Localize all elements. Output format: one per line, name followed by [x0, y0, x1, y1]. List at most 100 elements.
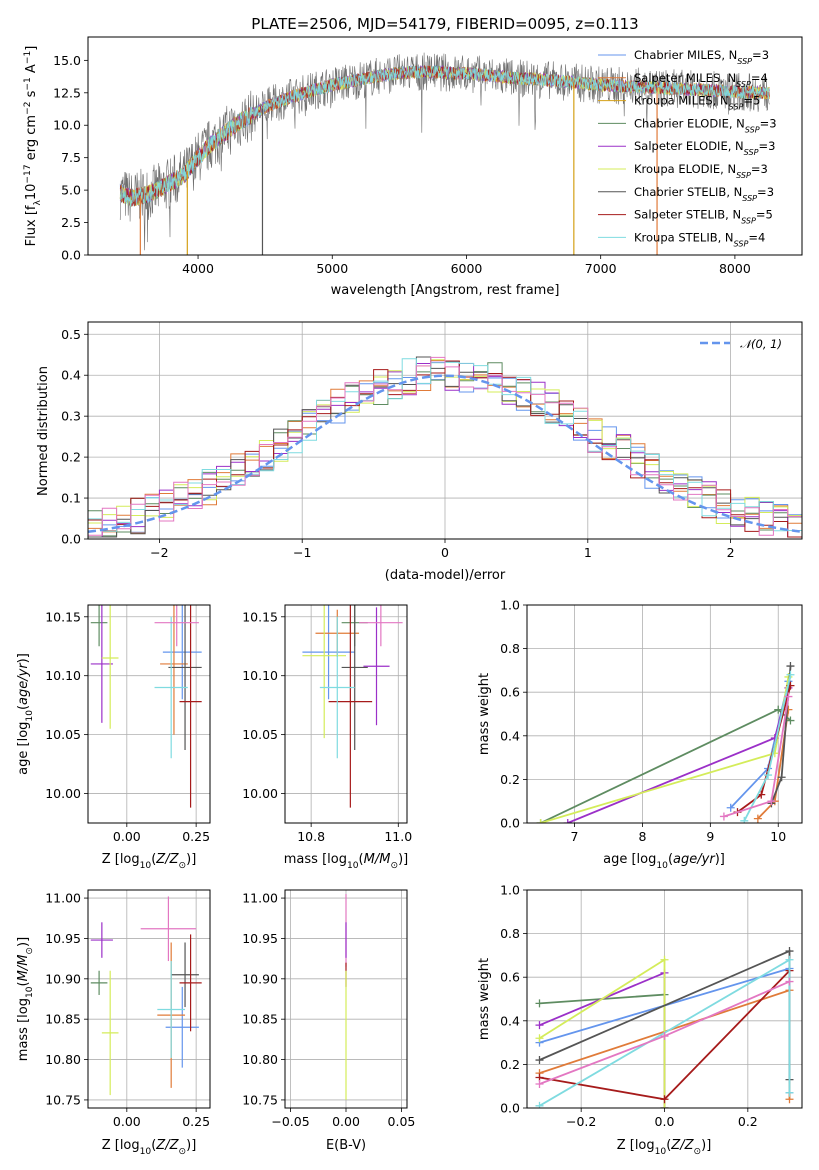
legend-label: Chabrier ELODIE, NSSP=3	[634, 116, 777, 133]
x-tick-label: 7000	[585, 261, 617, 276]
y-tick-label: 0.6	[500, 685, 520, 700]
weight-marker	[563, 819, 572, 823]
y-tick-label: 0.4	[61, 368, 81, 383]
legend-label: Chabrier MILES, NSSP=3	[634, 48, 769, 66]
normal-curve	[88, 374, 802, 534]
x-axis-label: Z [log10(Z/Z⊙)]	[617, 1138, 712, 1157]
x-tick-label: 1	[584, 545, 592, 560]
weight-marker	[786, 670, 795, 679]
y-tick-label: 10.85	[242, 1012, 278, 1027]
y-tick-label: 10.00	[45, 786, 81, 801]
weight-marker	[660, 1032, 669, 1041]
y-tick-label: 0.8	[500, 926, 520, 941]
weight-marker	[719, 812, 728, 821]
y-tick-label: 0.2	[61, 450, 81, 465]
x-tick-label: 0.25	[182, 829, 210, 844]
x-tick-label: 11.0	[384, 829, 412, 844]
x-tick-label: −1	[293, 545, 311, 560]
x-tick-label: 8000	[719, 261, 751, 276]
axes-frame	[87, 36, 803, 256]
y-tick-label: 10.05	[45, 727, 81, 742]
residual-histogram-panel: −2 −1 0 1 2 0.0 0.1 0.2 0.3 0.4 0.5 𝒩(0, 1) (data-mo…	[36, 321, 803, 583]
legend-label: 𝒩(0, 1)	[740, 337, 782, 351]
weight-marker	[785, 977, 794, 986]
x-tick-label: 0.0	[655, 1114, 675, 1129]
y-tick-label: 0.0	[61, 248, 81, 263]
weight-marker	[535, 1021, 544, 1030]
y-tick-label: 0.0	[61, 532, 81, 547]
age-vs-metallicity-panel: 0.00 0.25 10.00 10.05 10.10 10.15 Z [log10(Z/Z…	[16, 604, 211, 871]
weight-line	[540, 708, 792, 823]
plot-area	[90, 896, 202, 1096]
y-tick-label: 10.05	[242, 727, 278, 742]
x-tick-label: 4000	[182, 261, 214, 276]
legend-label: Kroupa ELODIE, NSSP=3	[634, 162, 768, 180]
weight-marker	[767, 797, 776, 806]
weight-marker	[660, 955, 669, 964]
mass-vs-metallicity-panel: 0.00 0.25 10.75 10.80 10.85 10.90 10.95 11.00 Z …	[16, 889, 211, 1157]
x-tick-label: 0.25	[182, 1114, 210, 1129]
plot-area	[90, 605, 202, 808]
y-tick-label: 10.95	[45, 931, 81, 946]
y-tick-label: 0.3	[61, 409, 81, 424]
x-axis-label: Z [log10(Z/Z⊙)]	[102, 1138, 197, 1157]
x-tick-label: 7	[571, 829, 579, 844]
y-tick-label: 5.0	[61, 183, 81, 198]
y-tick-label: 10.15	[45, 609, 81, 624]
weight-marker	[726, 803, 735, 812]
weight-line	[567, 687, 790, 823]
x-tick-label: 6000	[451, 261, 483, 276]
weight-marker	[753, 814, 762, 823]
x-tick-label: 0.2	[738, 1114, 758, 1129]
y-tick-label: 10.75	[242, 1092, 278, 1107]
y-tick-label: 0.0	[500, 816, 520, 831]
weight-marker	[785, 955, 794, 964]
y-tick-label: 0.4	[500, 1013, 520, 1028]
y-tick-label: 1.0	[500, 598, 520, 613]
y-axis-label: age [log10(age/yr)]	[16, 653, 35, 775]
y-tick-label: 10.10	[45, 668, 81, 683]
x-tick-label: 9	[706, 829, 714, 844]
x-tick-label: 0.05	[388, 1114, 416, 1129]
y-tick-label: 2.5	[61, 215, 81, 230]
y-tick-label: 10.95	[242, 931, 278, 946]
y-tick-label: 15.0	[53, 53, 81, 68]
y-tick-label: 0.0	[500, 1101, 520, 1116]
y-tick-label: 11.00	[242, 891, 278, 906]
x-tick-label: 0.00	[332, 1114, 360, 1129]
y-tick-label: 10.90	[242, 971, 278, 986]
x-tick-label: −0.05	[271, 1114, 309, 1129]
x-axis-label: mass [log10(M/M⊙)]	[284, 852, 408, 871]
y-tick-label: 10.80	[45, 1052, 81, 1067]
y-tick-label: 11.00	[45, 891, 81, 906]
x-axis-label: wavelength [Angstrom, rest frame]	[331, 283, 560, 298]
weight-marker	[786, 716, 795, 725]
weight-marker	[535, 1056, 544, 1065]
weight-marker	[660, 1104, 669, 1108]
weight-marker	[535, 1101, 544, 1108]
x-axis-label: (data-model)/error	[385, 568, 506, 583]
legend-label: Kroupa STELIB, NSSP=4	[634, 230, 765, 248]
y-tick-label: 0.5	[61, 327, 81, 342]
x-tick-label: −2	[150, 545, 168, 560]
plot-area	[119, 52, 770, 255]
y-axis-label: mass weight	[477, 958, 492, 1040]
y-tick-label: 7.5	[61, 150, 81, 165]
y-tick-label: 10.10	[242, 668, 278, 683]
axes-frame	[284, 604, 408, 824]
weight-marker	[740, 816, 749, 823]
plot-area	[535, 947, 794, 1108]
histogram-step	[88, 356, 802, 536]
y-tick-label: 10.80	[242, 1052, 278, 1067]
age-vs-mass-panel: 10.8 11.0 10.00 10.05 10.10 10.15 mass [log10(…	[242, 604, 412, 871]
plot-area	[88, 356, 802, 538]
mass-vs-extinction-panel: −0.05 0.00 0.05 10.75 10.80 10.85 10.90 10.95 11…	[242, 889, 416, 1153]
axes-frame	[526, 604, 803, 824]
y-tick-label: 0.2	[500, 1057, 520, 1072]
y-tick-label: 0.8	[500, 641, 520, 656]
weight-vs-metallicity-panel: −0.2 0.0 0.2 0.0 0.2 0.4 0.6 0.8 1.0 Z [log10(Z/Z…	[477, 883, 803, 1157]
x-tick-label: 10.8	[297, 829, 325, 844]
x-tick-label: 10	[770, 829, 786, 844]
x-axis-label: Z [log10(Z/Z⊙)]	[102, 852, 197, 871]
weight-vs-age-panel: 7 8 9 10 0.0 0.2 0.4 0.6 0.8 1.0 age [log10(age/yr…	[477, 598, 803, 871]
